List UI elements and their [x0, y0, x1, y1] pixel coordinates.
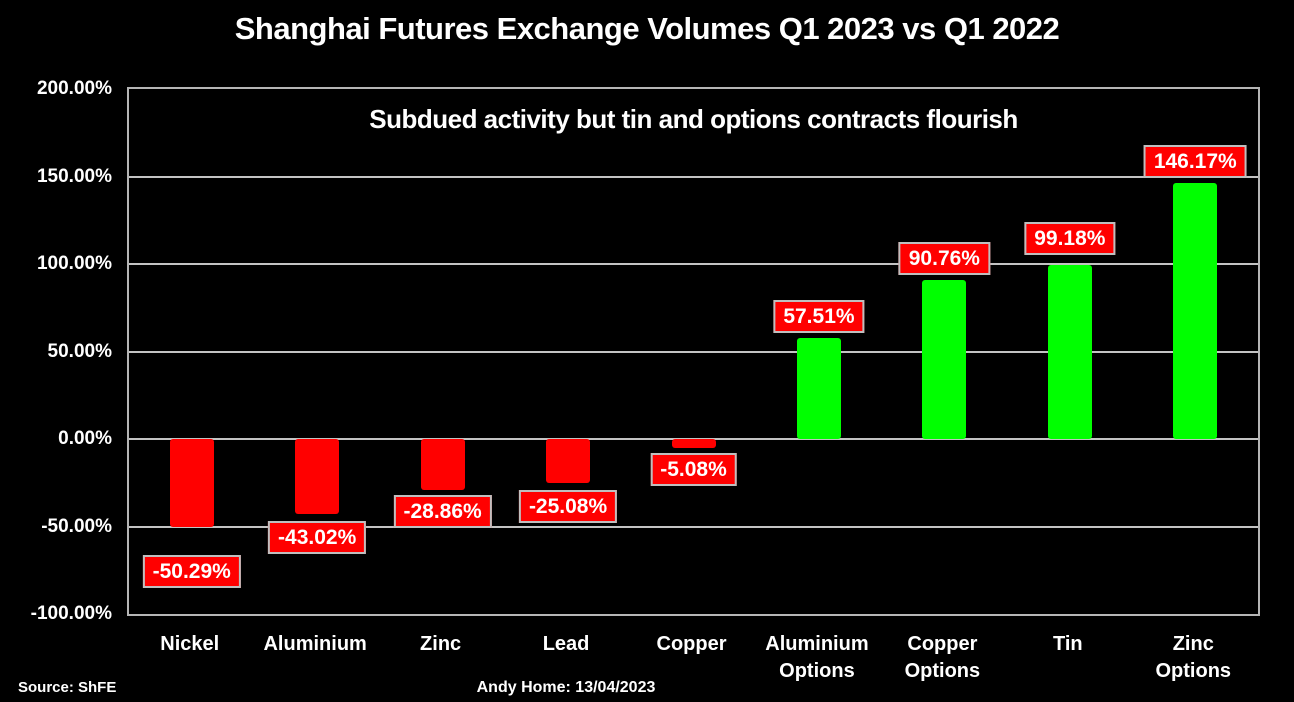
data-label-lead: -25.08% [518, 489, 618, 523]
x-tick-label-copper-options: Copper Options [904, 633, 981, 682]
author-credit: Andy Home: 13/04/2023 [476, 679, 656, 696]
bar-aluminium-options [796, 338, 841, 439]
chart-title: Shanghai Futures Exchange Volumes Q1 202… [234, 11, 1060, 46]
y-tick-label: -50.00% [41, 515, 112, 537]
gridline-50 [129, 350, 1258, 353]
x-tick-label-aluminium-options: Aluminium Options [765, 633, 869, 682]
gridline--50 [129, 525, 1258, 528]
x-tick-label-nickel: Nickel [160, 633, 220, 655]
y-axis-tick-labels: 200.00% 150.00% 100.00% 50.00% 0.00% -50.00% -… [0, 78, 118, 624]
bar-copper [671, 439, 716, 448]
plot-inner: Subdued activity but tin and options con… [129, 89, 1258, 614]
y-tick-label: 100.00% [36, 253, 112, 274]
data-label-zinc: -28.86% [393, 494, 492, 528]
data-label-copper-options: 90.76% [898, 242, 990, 276]
bar-tin [1047, 265, 1092, 439]
y-tick-label: 150.00% [36, 165, 112, 187]
x-tick-label-zinc: Zinc [420, 633, 462, 655]
data-label-copper: -5.08% [650, 452, 737, 486]
bar-copper-options [922, 280, 967, 439]
x-tick-label-aluminium: Aluminium [263, 633, 367, 655]
source-note: Source: ShFE [18, 679, 117, 696]
y-tick-label: 50.00% [47, 340, 112, 362]
bar-aluminium [295, 439, 340, 515]
bar-zinc [420, 439, 465, 490]
y-tick-label: 0.00% [58, 428, 112, 449]
data-label-aluminium-options: 57.51% [773, 300, 865, 334]
x-tick-label-lead: Lead [542, 633, 590, 655]
data-label-zinc-options: 146.17% [1143, 145, 1247, 179]
data-label-aluminium: -43.02% [268, 521, 367, 555]
bar-zinc-options [1173, 183, 1218, 439]
data-label-nickel: -50.29% [142, 555, 241, 588]
y-tick-label: 200.00% [36, 78, 112, 99]
bar-lead [546, 439, 591, 483]
x-tick-label-zinc-options: Zinc Options [1155, 633, 1232, 682]
gridline-100 [129, 263, 1258, 265]
bar-nickel [169, 439, 214, 527]
y-tick-label: -100.00% [30, 603, 112, 624]
x-tick-label-tin: Tin [1053, 633, 1083, 655]
plot-area: Subdued activity but tin and options con… [127, 87, 1260, 616]
data-label-tin: 99.18% [1024, 222, 1116, 256]
chart-subtitle: Subdued activity but tin and options con… [369, 104, 1018, 134]
gridline-150 [129, 175, 1258, 178]
x-tick-label-copper: Copper [656, 633, 727, 655]
